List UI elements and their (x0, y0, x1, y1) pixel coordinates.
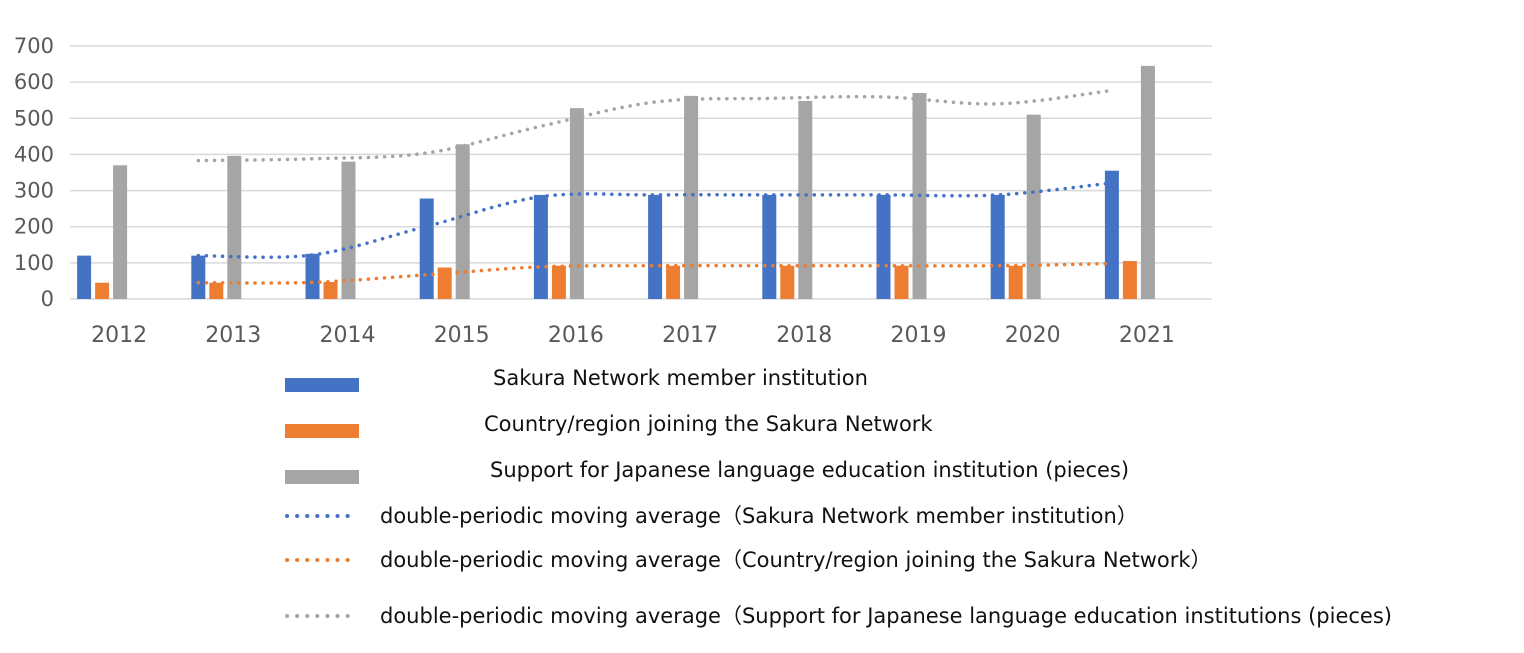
x-tick-label: 2012 (91, 323, 147, 348)
legend-swatch-0 (285, 378, 359, 392)
bar-country-region-2018 (780, 265, 795, 299)
bar-education-support-2014 (341, 161, 356, 299)
x-tick-label: 2018 (776, 323, 832, 348)
bar-education-support-2018 (798, 100, 813, 300)
bar-member-institution-2018 (762, 194, 777, 299)
bar-member-institution-2021 (1104, 170, 1119, 299)
bar-country-region-2014 (323, 282, 338, 299)
y-tick-label: 700 (14, 34, 54, 58)
y-tick-label: 100 (14, 251, 54, 275)
bar-education-support-2016 (569, 108, 584, 299)
y-tick-label: 0 (41, 287, 54, 311)
bar-education-support-2013 (227, 155, 242, 299)
y-tick-label: 600 (14, 70, 54, 94)
legend-label-4: double-periodic moving average（Country/r… (380, 548, 1212, 572)
bar-education-support-2015 (455, 144, 470, 299)
bar-country-region-2012 (95, 282, 110, 299)
legend-label-5: double-periodic moving average（Support f… (380, 604, 1392, 628)
x-tick-label: 2015 (434, 323, 490, 348)
y-axis-tick-labels: 0 100 200 300 400 500 600 700 (14, 34, 54, 311)
x-tick-label: 2014 (320, 323, 376, 348)
bar-country-region-2016 (551, 265, 566, 299)
legend-swatch-1 (285, 424, 359, 438)
bar-member-institution-2013 (191, 255, 206, 299)
x-tick-label: 2017 (662, 323, 718, 348)
x-tick-label: 2019 (891, 323, 947, 348)
bar-education-support-2021 (1140, 65, 1155, 299)
y-tick-label: 400 (14, 142, 54, 166)
bar-member-institution-2020 (990, 194, 1005, 299)
bar-member-institution-2012 (77, 255, 92, 299)
legend-label-3: double-periodic moving average（Sakura Ne… (380, 504, 1138, 528)
legend-swatch-2 (285, 470, 359, 484)
bar-education-support-2020 (1026, 114, 1041, 300)
legend-label-1: Country/region joining the Sakura Networ… (484, 412, 933, 436)
legend-label-2: Support for Japanese language education … (490, 458, 1129, 482)
x-tick-label: 2021 (1119, 323, 1175, 348)
y-tick-label: 200 (14, 215, 54, 239)
legend: Sakura Network member institution Country… (285, 366, 1392, 628)
bar-member-institution-2017 (648, 194, 663, 299)
legend-label-0: Sakura Network member institution (493, 366, 868, 390)
bar-member-institution-2019 (876, 194, 891, 299)
bar-member-institution-2015 (419, 198, 434, 299)
gridlines (70, 45, 1212, 300)
bars (77, 65, 1155, 300)
bar-country-region-2021 (1122, 261, 1137, 299)
x-tick-label: 2020 (1005, 323, 1061, 348)
x-axis-tick-labels: 2012 2013 2014 2015 2016 2017 2018 2019 2020 2021 (91, 323, 1175, 348)
y-tick-label: 500 (14, 106, 54, 130)
moving-average-lines (196, 88, 1114, 285)
bar-country-region-2013 (209, 282, 224, 299)
bar-country-region-2019 (894, 265, 909, 299)
bar-member-institution-2014 (305, 253, 320, 299)
bar-member-institution-2016 (533, 194, 548, 299)
bar-education-support-2017 (684, 95, 699, 300)
bar-education-support-2012 (113, 165, 128, 299)
moving-average-line-5 (196, 88, 1114, 163)
bar-country-region-2017 (666, 265, 681, 299)
x-tick-label: 2016 (548, 323, 604, 348)
bar-country-region-2020 (1008, 265, 1023, 299)
x-tick-label: 2013 (205, 323, 261, 348)
y-tick-label: 300 (14, 179, 54, 203)
